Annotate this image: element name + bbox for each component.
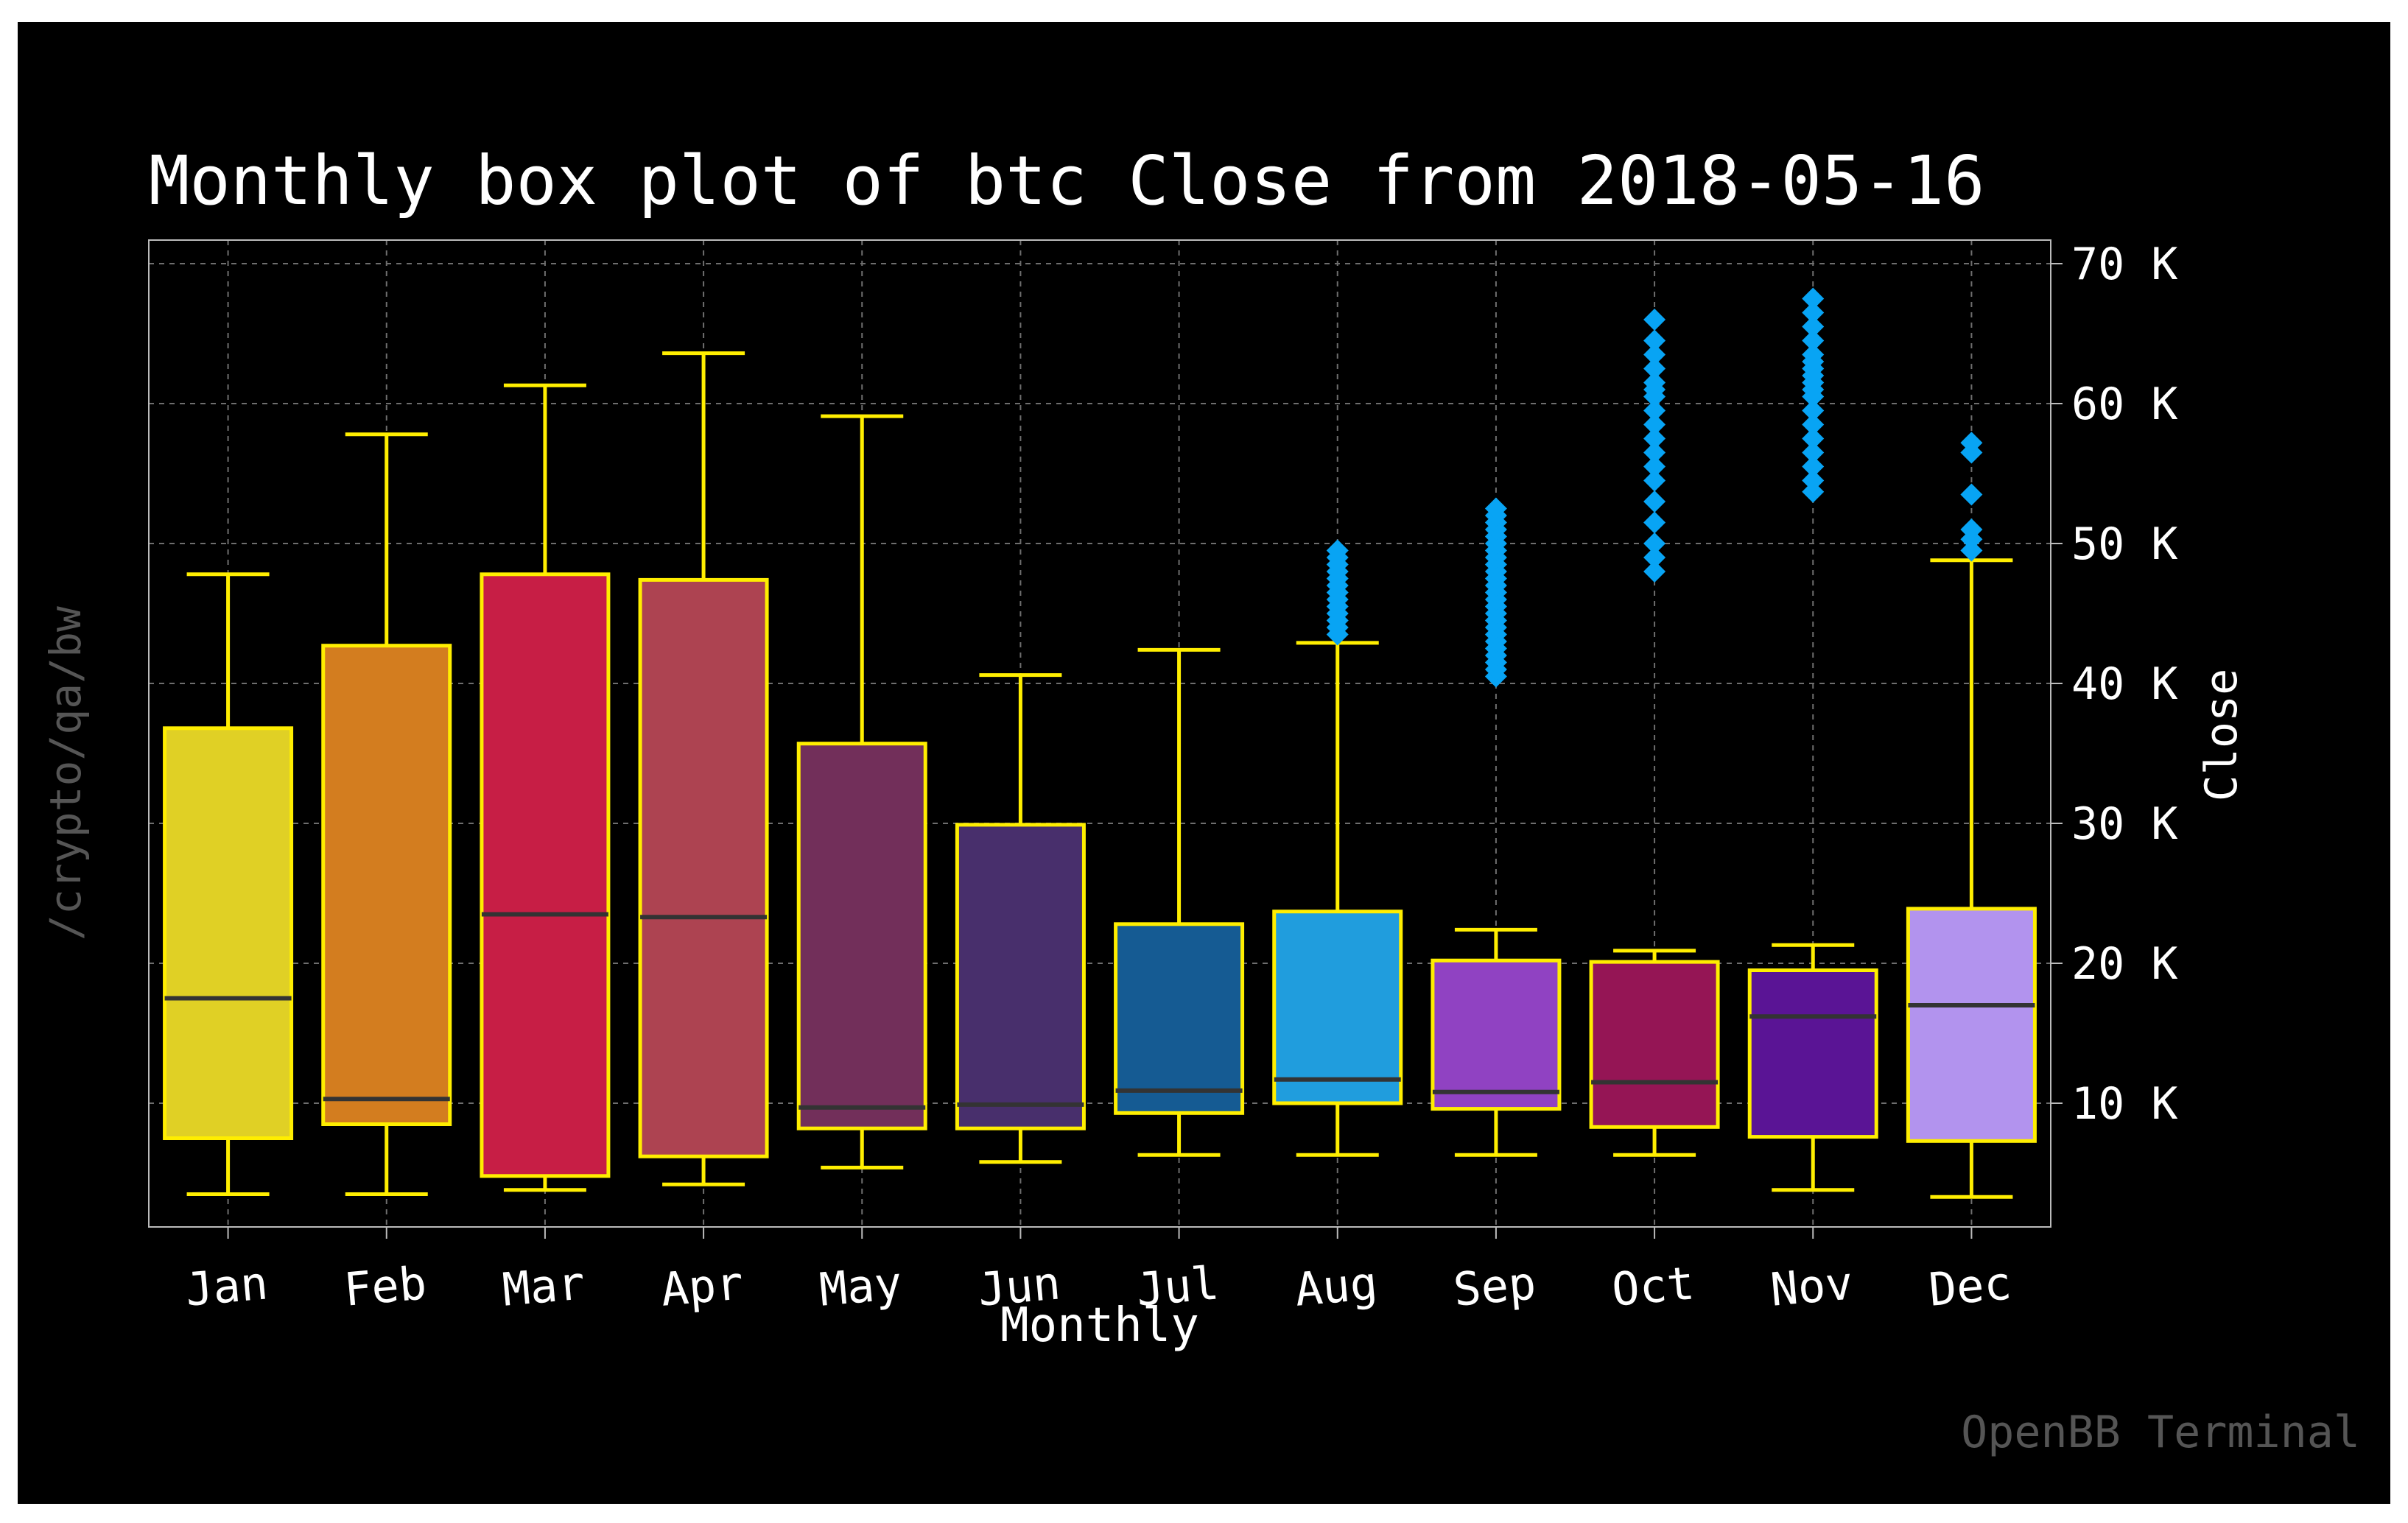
x-tick-label: Oct	[1610, 1256, 1696, 1316]
outlier-point	[1643, 532, 1666, 555]
box-body	[163, 726, 294, 1140]
outlier-point	[1960, 483, 1983, 506]
y-tick-label: 20 K	[2071, 938, 2178, 990]
outlier-point	[1643, 329, 1666, 352]
outlier-point	[1960, 432, 1983, 454]
outlier-point	[1643, 455, 1666, 478]
outlier-point	[1802, 427, 1825, 450]
outlier-point	[1643, 309, 1666, 331]
y-tick-label: 70 K	[2071, 239, 2178, 290]
outlier-point	[1643, 399, 1666, 422]
outlier-point	[1643, 469, 1666, 492]
tick-layer: 10 K 20 K 30 K 40 K 50 K 60 K 70 K Jan Feb Mar Apr…	[183, 239, 2178, 1317]
outlier-point	[1802, 480, 1825, 503]
box-layer	[163, 287, 2037, 1199]
x-tick-label: Jan	[183, 1256, 270, 1316]
box-body	[321, 644, 452, 1126]
outlier-point	[1802, 469, 1825, 492]
box-sep	[1431, 497, 1562, 1157]
box-aug	[1272, 539, 1403, 1157]
box-body	[1589, 960, 1720, 1129]
side-watermark: /crypto/qa/bw	[41, 606, 91, 940]
outlier-point	[1643, 427, 1666, 450]
outlier-point	[1643, 511, 1666, 534]
outlier-point	[1802, 413, 1825, 436]
y-tick-label: 40 K	[2071, 658, 2178, 710]
outlier-point	[1326, 539, 1349, 562]
x-axis-label: Monthly	[1000, 1298, 1199, 1353]
x-tick-label: Sep	[1451, 1256, 1538, 1316]
outlier-point	[1484, 497, 1507, 520]
x-tick-label: Jul	[1134, 1256, 1221, 1316]
box-apr	[638, 351, 769, 1186]
box-jan	[163, 572, 294, 1196]
box-body	[955, 823, 1086, 1130]
y-tick-label: 60 K	[2071, 379, 2178, 430]
brand-watermark: OpenBB Terminal	[1961, 1407, 2360, 1458]
y-tick-label: 50 K	[2071, 518, 2178, 570]
box-body	[480, 572, 611, 1178]
box-oct	[1589, 309, 1720, 1157]
outlier-point	[1643, 343, 1666, 366]
outlier-point	[1960, 518, 1983, 541]
outlier-point	[1960, 539, 1983, 562]
outlier-point	[1643, 371, 1666, 394]
box-jun	[955, 673, 1086, 1164]
chart-frame: 10 K 20 K 30 K 40 K 50 K 60 K 70 K Jan Feb Mar Apr…	[18, 22, 2390, 1504]
box-plot-chart: 10 K 20 K 30 K 40 K 50 K 60 K 70 K Jan Feb Mar Apr…	[41, 141, 2360, 1458]
plot-area-border	[148, 239, 2051, 1228]
outlier-point	[1802, 301, 1825, 324]
outlier-point	[1643, 490, 1666, 513]
x-tick-label: Nov	[1768, 1256, 1855, 1316]
outlier-point	[1802, 343, 1825, 366]
box-body	[638, 577, 769, 1158]
y-tick-label: 30 K	[2071, 798, 2178, 850]
outlier-point	[1802, 441, 1825, 464]
grid-layer	[149, 240, 2051, 1227]
x-tick-label: May	[817, 1256, 904, 1316]
x-tick-label: Aug	[1293, 1256, 1380, 1316]
x-tick-label: Jun	[976, 1256, 1063, 1316]
x-tick-label: Apr	[659, 1256, 745, 1316]
y-axis-label: Close	[2196, 669, 2247, 802]
box-body	[1431, 958, 1562, 1111]
box-body	[1114, 922, 1245, 1115]
box-may	[796, 414, 927, 1169]
outlier-point	[1643, 413, 1666, 436]
x-tick-label: Feb	[342, 1256, 429, 1316]
y-tick-label: 10 K	[2071, 1078, 2178, 1130]
outlier-point	[1802, 399, 1825, 422]
outlier-point	[1802, 329, 1825, 352]
outlier-point	[1643, 546, 1666, 569]
box-nov	[1747, 287, 1878, 1192]
box-body	[796, 742, 927, 1130]
outlier-point	[1802, 315, 1825, 338]
box-dec	[1906, 432, 2037, 1199]
x-tick-label: Mar	[500, 1256, 587, 1316]
box-body	[1906, 907, 2037, 1143]
outlier-point	[1643, 441, 1666, 464]
x-tick-label: Dec	[1927, 1256, 2014, 1316]
box-feb	[321, 432, 452, 1196]
box-body	[1272, 910, 1403, 1105]
box-jul	[1114, 647, 1245, 1157]
outlier-point	[1802, 287, 1825, 310]
chart-title: Monthly box plot of btc Close from 2018-…	[149, 141, 1985, 220]
outlier-point	[1643, 357, 1666, 380]
box-body	[1747, 968, 1878, 1139]
outlier-point	[1643, 560, 1666, 583]
box-mar	[480, 383, 611, 1192]
outlier-point	[1802, 455, 1825, 478]
